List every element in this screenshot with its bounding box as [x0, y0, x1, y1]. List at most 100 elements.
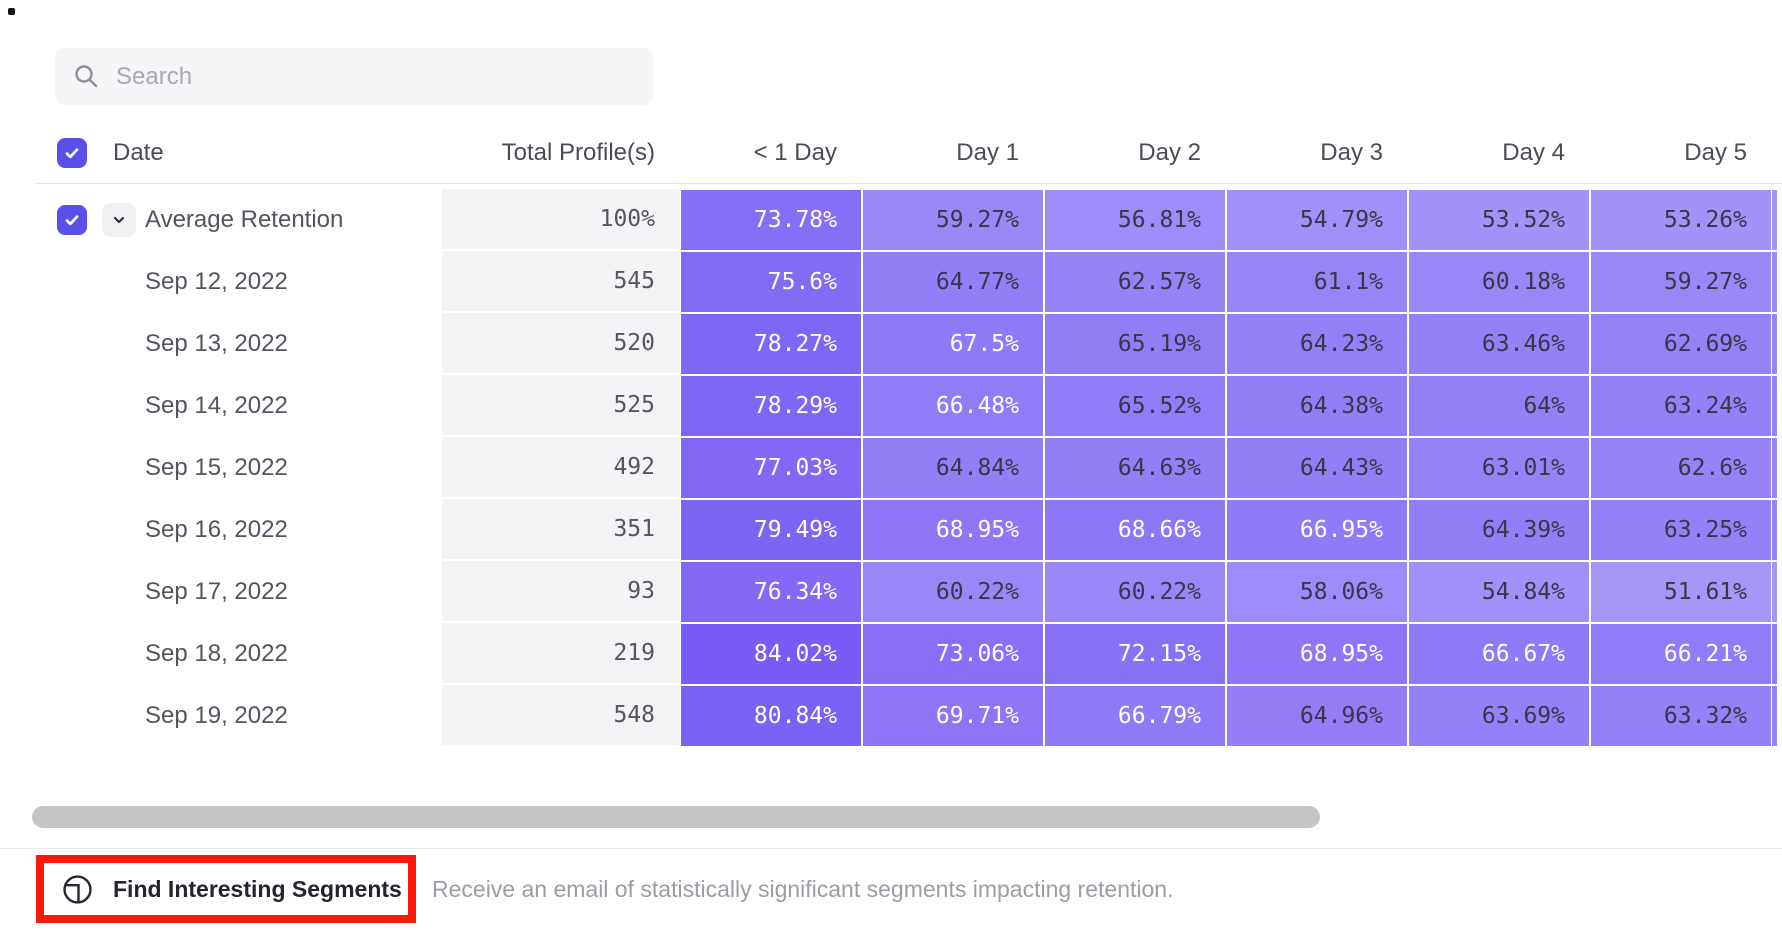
corner-dot	[8, 8, 15, 15]
retention-cell[interactable]: 73.06%	[863, 624, 1043, 684]
table-row: Sep 12, 2022 545 75.6% 64.77% 62.57% 61.1% 6…	[35, 251, 1782, 313]
row-label: Sep 17, 2022	[145, 578, 288, 605]
date-header-cell: Date	[35, 138, 442, 168]
retention-cell[interactable]: 77.03%	[681, 438, 861, 498]
clipped-next-column-cell	[1772, 314, 1777, 374]
retention-cell[interactable]: 62.57%	[1045, 252, 1225, 312]
clipped-next-column-cell	[1772, 686, 1777, 746]
retention-cell[interactable]: 58.06%	[1227, 562, 1407, 622]
horizontal-scrollbar-thumb[interactable]	[32, 806, 1320, 828]
retention-cell[interactable]: 65.52%	[1045, 376, 1225, 436]
row-label: Average Retention	[145, 206, 344, 233]
date-column-header: Date	[113, 139, 164, 166]
retention-cell[interactable]: 64.84%	[863, 438, 1043, 498]
retention-cell[interactable]: 67.5%	[863, 314, 1043, 374]
retention-cell[interactable]: 73.78%	[681, 190, 861, 250]
day-column-header: < 1 Day	[753, 139, 837, 166]
retention-cell[interactable]: 64.63%	[1045, 438, 1225, 498]
retention-cell[interactable]: 64.96%	[1227, 686, 1407, 746]
chevron-down-icon	[113, 216, 125, 224]
row-date-cell: Sep 16, 2022	[35, 499, 442, 561]
row-label: Sep 19, 2022	[145, 702, 288, 729]
row-label: Sep 18, 2022	[145, 640, 288, 667]
retention-cell[interactable]: 64%	[1409, 376, 1589, 436]
row-label: Sep 14, 2022	[145, 392, 288, 419]
retention-cell[interactable]: 53.26%	[1591, 190, 1771, 250]
retention-cell[interactable]: 64.38%	[1227, 376, 1407, 436]
retention-cell[interactable]: 61.1%	[1227, 252, 1407, 312]
retention-cell[interactable]: 75.6%	[681, 252, 861, 312]
table-row: Sep 16, 2022 351 79.49% 68.95% 68.66% 66.95…	[35, 499, 1782, 561]
retention-cell[interactable]: 62.69%	[1591, 314, 1771, 374]
table-header-row: Date Total Profile(s) < 1 Day Day 1 Day 2 D…	[35, 123, 1782, 184]
total-profiles-cell: 219	[442, 623, 680, 685]
retention-cell[interactable]: 60.18%	[1409, 252, 1589, 312]
retention-cell[interactable]: 69.71%	[863, 686, 1043, 746]
table-row: Sep 13, 2022 520 78.27% 67.5% 65.19% 64.23%…	[35, 313, 1782, 375]
retention-cell[interactable]: 60.22%	[1045, 562, 1225, 622]
retention-cell[interactable]: 63.32%	[1591, 686, 1771, 746]
search-input[interactable]	[116, 62, 635, 91]
row-label: Sep 15, 2022	[145, 454, 288, 481]
retention-cell[interactable]: 62.6%	[1591, 438, 1771, 498]
row-date-cell: Sep 18, 2022	[35, 623, 442, 685]
day-column-header: Day 5	[1684, 139, 1747, 166]
retention-cell[interactable]: 78.27%	[681, 314, 861, 374]
retention-cell[interactable]: 66.67%	[1409, 624, 1589, 684]
retention-cell[interactable]: 68.95%	[863, 500, 1043, 560]
retention-cell[interactable]: 56.81%	[1045, 190, 1225, 250]
retention-cell[interactable]: 51.61%	[1591, 562, 1771, 622]
retention-cell[interactable]: 68.95%	[1227, 624, 1407, 684]
retention-cell[interactable]: 59.27%	[1591, 252, 1771, 312]
retention-cell[interactable]: 65.19%	[1045, 314, 1225, 374]
retention-cell[interactable]: 63.01%	[1409, 438, 1589, 498]
retention-cell[interactable]: 54.84%	[1409, 562, 1589, 622]
retention-cell[interactable]: 68.66%	[1045, 500, 1225, 560]
total-profiles-cell: 492	[442, 437, 680, 499]
retention-cell[interactable]: 63.24%	[1591, 376, 1771, 436]
retention-cell[interactable]: 79.49%	[681, 500, 861, 560]
interesting-segments-icon	[63, 874, 92, 904]
search-bar[interactable]	[55, 48, 653, 105]
retention-cell[interactable]: 64.39%	[1409, 500, 1589, 560]
retention-cell[interactable]: 66.21%	[1591, 624, 1771, 684]
table-row: Sep 18, 2022 219 84.02% 73.06% 72.15% 68.95…	[35, 623, 1782, 685]
clipped-next-column-cell	[1772, 562, 1777, 622]
retention-cell[interactable]: 64.77%	[863, 252, 1043, 312]
retention-cell[interactable]: 54.79%	[1227, 190, 1407, 250]
table-body: Average Retention 100% 73.78% 59.27% 56.81…	[35, 189, 1782, 747]
retention-cell[interactable]: 60.22%	[863, 562, 1043, 622]
retention-cell[interactable]: 80.84%	[681, 686, 861, 746]
retention-cell[interactable]: 72.15%	[1045, 624, 1225, 684]
total-profiles-cell: 351	[442, 499, 680, 561]
retention-cell[interactable]: 66.48%	[863, 376, 1043, 436]
select-all-checkbox[interactable]	[57, 138, 87, 168]
row-checkbox[interactable]	[57, 205, 87, 235]
day-column-header: Day 4	[1502, 139, 1565, 166]
collapse-rows-button[interactable]	[102, 203, 136, 237]
retention-cell[interactable]: 76.34%	[681, 562, 861, 622]
retention-cell[interactable]: 63.46%	[1409, 314, 1589, 374]
find-interesting-segments-button[interactable]: Find Interesting Segments	[44, 874, 402, 905]
table-row: Sep 19, 2022 548 80.84% 69.71% 66.79% 64.96…	[35, 685, 1782, 747]
retention-cell[interactable]: 66.79%	[1045, 686, 1225, 746]
retention-cell[interactable]: 78.29%	[681, 376, 861, 436]
retention-cell[interactable]: 63.69%	[1409, 686, 1589, 746]
clipped-next-column-cell	[1772, 252, 1777, 312]
retention-cell[interactable]: 66.95%	[1227, 500, 1407, 560]
retention-cell[interactable]: 84.02%	[681, 624, 861, 684]
table-row: Average Retention 100% 73.78% 59.27% 56.81…	[35, 189, 1782, 251]
retention-cell[interactable]: 64.43%	[1227, 438, 1407, 498]
footer-description: Receive an email of statistically signif…	[432, 875, 1174, 902]
retention-cell[interactable]: 63.25%	[1591, 500, 1771, 560]
day-column-header: Day 2	[1138, 139, 1201, 166]
row-date-cell: Sep 14, 2022	[35, 375, 442, 437]
footer-divider	[0, 848, 1782, 849]
retention-cell[interactable]: 53.52%	[1409, 190, 1589, 250]
row-label: Sep 16, 2022	[145, 516, 288, 543]
retention-cell[interactable]: 64.23%	[1227, 314, 1407, 374]
total-profiles-cell: 525	[442, 375, 680, 437]
table-row: Sep 14, 2022 525 78.29% 66.48% 65.52% 64.38…	[35, 375, 1782, 437]
retention-cell[interactable]: 59.27%	[863, 190, 1043, 250]
